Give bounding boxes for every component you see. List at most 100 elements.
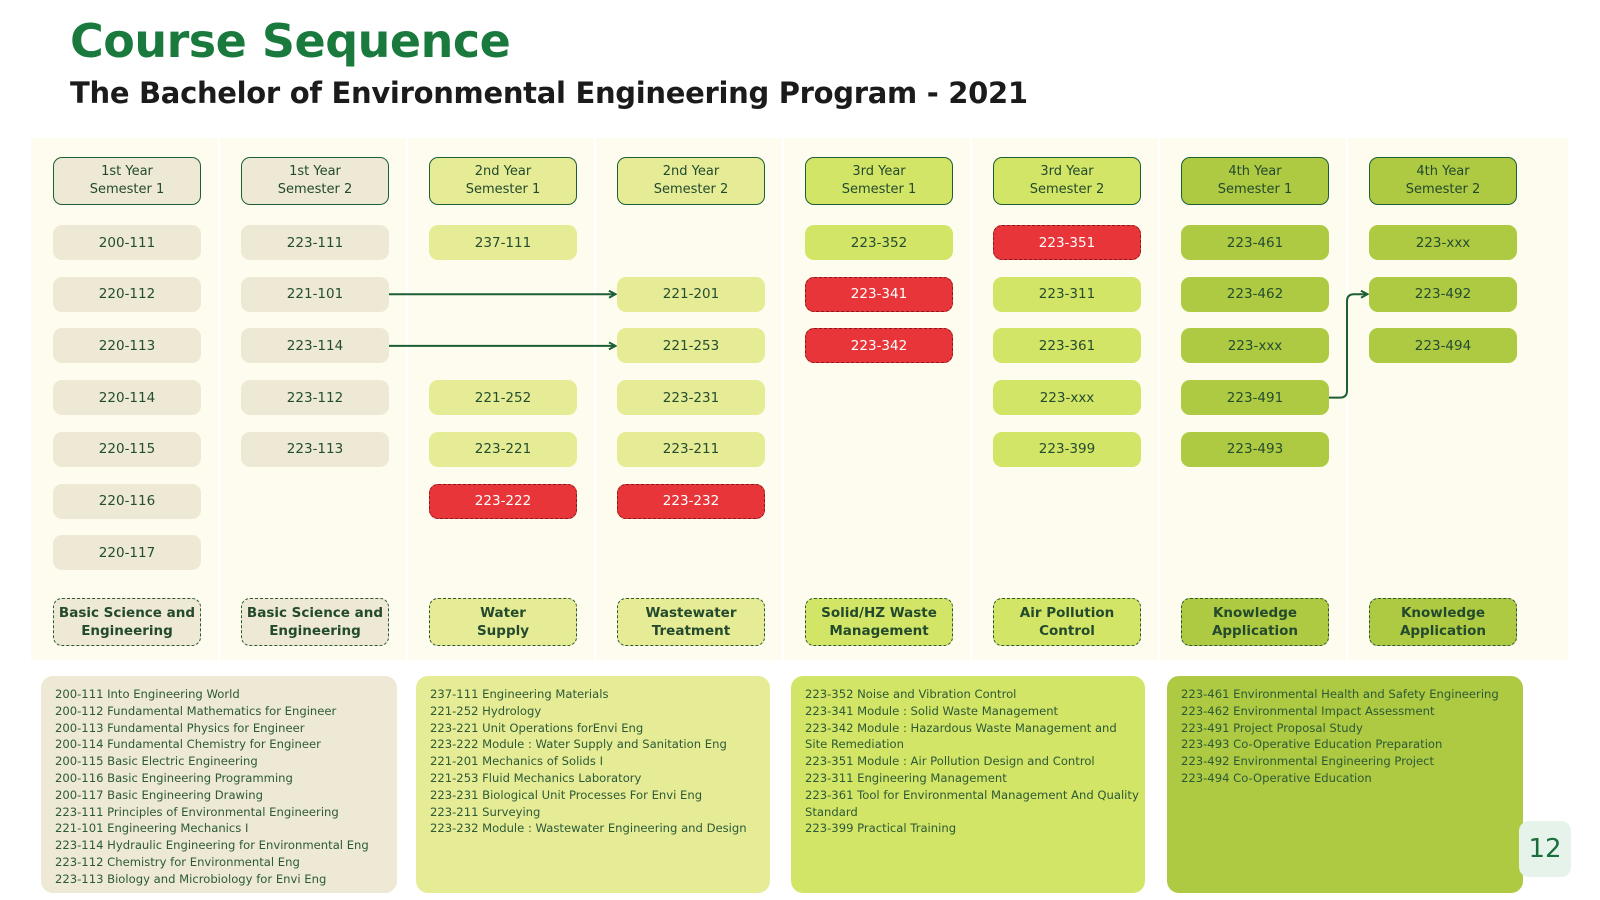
subject-area-label: Knowledge Application [1369, 598, 1517, 646]
course-legend-box: 223-352 Noise and Vibration Control 223-3… [791, 676, 1145, 893]
semester-header: 1st Year Semester 2 [241, 157, 389, 205]
course-legend-box: 237-111 Engineering Materials 221-252 Hyd… [416, 676, 770, 893]
legend-entry: 223-351 Module : Air Pollution Design an… [805, 754, 1095, 769]
column-y2s1: 2nd Year Semester 1 237-111 221-252 223-221… [407, 138, 599, 660]
legend-entry: 223-399 Practical Training [805, 821, 957, 836]
subject-area-label: Basic Science and Engineering [241, 598, 389, 646]
legend-entry: 221-201 Mechanics of Solids I [430, 754, 604, 769]
course-pill[interactable]: 221-253 [617, 328, 765, 364]
column-y4s1: 4th Year Semester 1 223-461 223-462 223-xxx… [1159, 138, 1351, 660]
legend-entry: 223-112 Chemistry for Environmental Eng [55, 854, 300, 869]
course-pill[interactable]: 221-252 [429, 380, 577, 416]
column-divider [218, 138, 220, 660]
legend-entry: 223-352 Noise and Vibration Control [805, 687, 1017, 701]
course-pill[interactable]: 220-115 [53, 431, 201, 467]
course-pill[interactable]: 223-342 [805, 328, 953, 364]
legend-entry: 237-111 Engineering Materials [430, 687, 609, 701]
course-pill[interactable]: 220-112 [53, 276, 201, 312]
course-pill[interactable]: 223-493 [1181, 431, 1329, 467]
course-pill[interactable]: 223-222 [429, 483, 577, 519]
course-pill[interactable]: 223-399 [993, 431, 1141, 467]
legend-entry: 221-252 Hydrology [430, 703, 542, 718]
legend-entry: 223-341 Module : Solid Waste Management [805, 703, 1059, 718]
column-divider [970, 138, 972, 660]
column-y3s2: 3rd Year Semester 2 223-351 223-311 223-361… [971, 138, 1163, 660]
column-divider [782, 138, 784, 660]
legend-entry: 223-494 Co-Operative Education [1181, 770, 1372, 785]
course-pill[interactable]: 237-111 [429, 225, 577, 260]
legend-entry: 200-115 Basic Electric Engineering [55, 754, 258, 769]
page-title: Course Sequence [70, 14, 511, 68]
column-divider [1346, 138, 1348, 660]
course-pill[interactable]: 223-341 [805, 276, 953, 312]
course-board: 1st Year Semester 1 200-111 220-112 220-113… [31, 138, 1568, 660]
course-pill[interactable]: 223-494 [1369, 328, 1517, 364]
semester-header: 3rd Year Semester 2 [993, 157, 1141, 205]
legend-entry: 223-222 Module : Water Supply and Sanita… [430, 737, 727, 752]
course-pill[interactable]: 220-113 [53, 328, 201, 364]
course-legend-box: 223-461 Environmental Health and Safety … [1167, 676, 1523, 893]
course-pill[interactable]: 223-114 [241, 328, 389, 364]
column-y4s2: 4th Year Semester 2 223-xxx 223-492 223-494… [1347, 138, 1539, 660]
column-y1s1: 1st Year Semester 1 200-111 220-112 220-113… [31, 138, 223, 660]
column-divider [594, 138, 596, 660]
course-pill[interactable]: 223-211 [617, 431, 765, 467]
semester-header: 3rd Year Semester 1 [805, 157, 953, 205]
legend-entry: 221-253 Fluid Mechanics Laboratory [430, 770, 642, 785]
legend-entry: 223-462 Environmental Impact Assessment [1181, 703, 1435, 718]
legend-entry: 223-361 Tool for Environmental Managemen… [805, 787, 1139, 802]
legend-entry: 223-342 Module : Hazardous Waste Managem… [805, 720, 1117, 735]
course-pill[interactable]: 223-231 [617, 380, 765, 416]
legend-entry: 223-221 Unit Operations forEnvi Eng [430, 720, 644, 735]
subject-area-label: Wastewater Treatment [617, 598, 765, 646]
course-pill[interactable]: 223-352 [805, 225, 953, 260]
course-pill[interactable]: 223-111 [241, 225, 389, 260]
course-pill[interactable]: 200-111 [53, 225, 201, 260]
legend-entry: 223-461 Environmental Health and Safety … [1181, 687, 1499, 701]
legend-entry: Standard [805, 804, 858, 819]
legend-entry: 223-491 Project Proposal Study [1181, 720, 1363, 735]
legend-entry: 223-113 Biology and Microbiology for Env… [55, 871, 327, 886]
course-pill[interactable]: 223-491 [1181, 380, 1329, 416]
course-pill[interactable]: 223-112 [241, 380, 389, 416]
course-pill[interactable]: 220-117 [53, 535, 201, 571]
course-legend-box: 200-111 Into Engineering World 200-112 Fu… [41, 676, 397, 893]
course-pill[interactable]: 223-361 [993, 328, 1141, 364]
legend-entry: 223-493 Co-Operative Education Preparati… [1181, 737, 1443, 752]
legend-entry: 223-111 Principles of Environmental Engi… [55, 804, 339, 819]
legend-entry: 200-113 Fundamental Physics for Engineer [55, 720, 305, 735]
legend-entry: 223-311 Engineering Management [805, 770, 1007, 785]
course-pill[interactable]: 223-221 [429, 431, 577, 467]
course-pill[interactable]: 223-xxx [993, 380, 1141, 416]
column-y1s2: 1st Year Semester 2 223-111 221-101 223-114… [219, 138, 411, 660]
course-pill[interactable]: 221-101 [241, 276, 389, 312]
course-pill[interactable]: 223-492 [1369, 276, 1517, 312]
course-pill[interactable]: 223-xxx [1369, 225, 1517, 260]
subject-area-label: Water Supply [429, 598, 577, 646]
legend-entry: 223-492 Environmental Engineering Projec… [1181, 754, 1435, 769]
legend-entry: 223-211 Surveying [430, 804, 541, 819]
column-divider [406, 138, 408, 660]
semester-header: 4th Year Semester 2 [1369, 157, 1517, 205]
legend-entry: 200-111 Into Engineering World [55, 687, 240, 701]
course-pill[interactable]: 223-351 [993, 225, 1141, 260]
legend-entry: 200-114 Fundamental Chemistry for Engine… [55, 737, 321, 752]
legend-entry: 221-101 Engineering Mechanics I [55, 821, 249, 836]
course-pill[interactable]: 223-113 [241, 431, 389, 467]
column-divider [1158, 138, 1160, 660]
legend-entry: 200-116 Basic Engineering Programming [55, 770, 293, 785]
legend-entry: 200-112 Fundamental Mathematics for Engi… [55, 703, 337, 718]
course-pill[interactable]: 223-461 [1181, 225, 1329, 260]
course-pill[interactable]: 223-462 [1181, 276, 1329, 312]
course-pill[interactable]: 223-xxx [1181, 328, 1329, 364]
course-pill[interactable]: 223-311 [993, 276, 1141, 312]
course-pill[interactable]: 221-201 [617, 276, 765, 312]
semester-header: 2nd Year Semester 1 [429, 157, 577, 205]
column-y2s2: 2nd Year Semester 2 221-201 221-253 223-231… [595, 138, 787, 660]
page-subtitle: The Bachelor of Environmental Engineerin… [70, 76, 1028, 110]
course-pill[interactable]: 223-232 [617, 483, 765, 519]
course-pill[interactable]: 220-114 [53, 380, 201, 416]
semester-header: 2nd Year Semester 2 [617, 157, 765, 205]
course-pill[interactable]: 220-116 [53, 483, 201, 519]
semester-header: 1st Year Semester 1 [53, 157, 201, 205]
